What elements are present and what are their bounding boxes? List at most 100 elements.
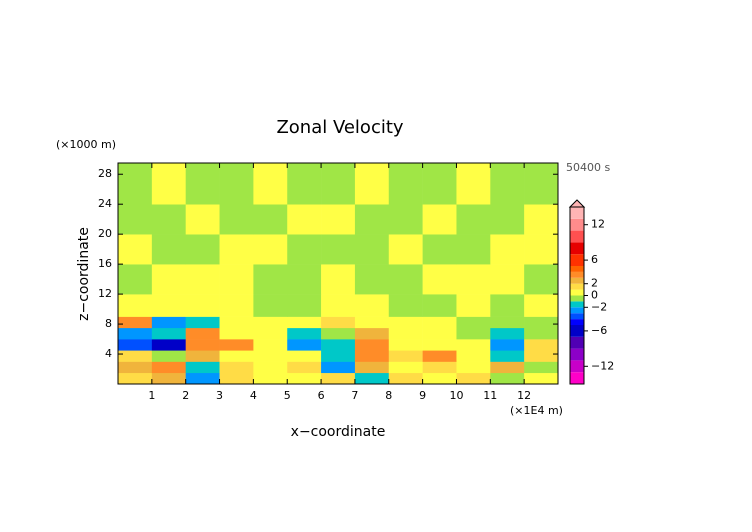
field-cell bbox=[456, 327, 491, 340]
field-cell bbox=[287, 294, 322, 317]
field-cell bbox=[524, 361, 559, 374]
x-tick-label: 10 bbox=[449, 389, 463, 402]
x-tick-label: 12 bbox=[517, 389, 531, 402]
field-cell bbox=[185, 361, 220, 374]
colorbar-band bbox=[570, 266, 584, 272]
field-cell bbox=[422, 350, 457, 362]
field-cell bbox=[524, 327, 559, 340]
field-cell bbox=[185, 204, 220, 235]
x-unit: (×1E4 m) bbox=[510, 404, 563, 417]
colorbar-tick-label: −2 bbox=[591, 300, 607, 313]
field-cell bbox=[253, 234, 288, 265]
x-tick-label: 8 bbox=[385, 389, 392, 402]
field-cell bbox=[287, 361, 322, 374]
field-cell bbox=[490, 163, 525, 205]
field-cell bbox=[490, 361, 525, 374]
field-cell bbox=[219, 204, 254, 235]
plot-frame bbox=[117, 162, 559, 385]
field-cell bbox=[524, 204, 559, 235]
x-tick-label: 6 bbox=[318, 389, 325, 402]
field-cell bbox=[219, 327, 254, 340]
field-cell bbox=[151, 163, 186, 205]
x-axis-label: x−coordinate bbox=[291, 424, 386, 440]
field-cell bbox=[422, 264, 457, 295]
field-cell bbox=[151, 316, 186, 329]
field-cell bbox=[118, 350, 153, 362]
field-cell bbox=[524, 316, 559, 329]
field-cell bbox=[524, 163, 559, 205]
field-cell bbox=[151, 350, 186, 362]
field-cell bbox=[219, 361, 254, 374]
field-cell bbox=[524, 372, 559, 385]
colorbar-band bbox=[570, 254, 584, 266]
field-cell bbox=[185, 234, 220, 265]
field-cell bbox=[219, 316, 254, 329]
field-cell bbox=[388, 339, 423, 351]
field-cell bbox=[354, 327, 390, 340]
colorbar-band bbox=[570, 207, 584, 219]
colorbar-extend bbox=[568, 199, 586, 208]
field-cell bbox=[422, 163, 457, 205]
field-cell bbox=[456, 339, 491, 351]
field-cell bbox=[118, 264, 153, 295]
field-cell bbox=[524, 350, 559, 362]
field-cell bbox=[388, 294, 423, 317]
field-cell bbox=[219, 294, 254, 317]
colorbar-band bbox=[570, 283, 584, 290]
field-cell bbox=[321, 163, 356, 205]
field-cell bbox=[118, 316, 153, 329]
field-cell bbox=[253, 204, 288, 235]
colorbar-tick-label: 6 bbox=[591, 253, 598, 266]
field-cell bbox=[118, 163, 153, 205]
field-cell bbox=[422, 234, 457, 265]
field-cell bbox=[118, 234, 153, 265]
x-tick-label: 1 bbox=[148, 389, 155, 402]
field-cell bbox=[354, 264, 390, 295]
y-tick-label: 16 bbox=[98, 257, 112, 270]
field-cell bbox=[388, 163, 423, 205]
field-cell bbox=[253, 316, 288, 329]
field-cell bbox=[456, 372, 491, 385]
field-cell bbox=[287, 316, 322, 329]
chart-title: Zonal Velocity bbox=[276, 117, 403, 138]
field-cell bbox=[287, 339, 322, 351]
x-tick-label: 2 bbox=[182, 389, 189, 402]
colorbar-band bbox=[570, 348, 584, 361]
field-cell bbox=[524, 234, 559, 265]
field-cell bbox=[151, 361, 186, 374]
y-tick-label: 8 bbox=[105, 317, 112, 330]
field-cell bbox=[388, 361, 423, 374]
field-cell bbox=[456, 316, 491, 329]
field-cell bbox=[321, 339, 356, 351]
field-cell bbox=[524, 264, 559, 295]
field-cell bbox=[219, 339, 254, 351]
field-cell bbox=[287, 204, 322, 235]
x-tick-label: 5 bbox=[284, 389, 291, 402]
field-cell bbox=[456, 204, 491, 235]
colorbar-tick-label: 12 bbox=[591, 218, 605, 231]
field-cell bbox=[321, 316, 356, 329]
y-axis-label: z−coordinate bbox=[76, 227, 92, 321]
field-cell bbox=[253, 339, 288, 351]
y-tick-label: 12 bbox=[98, 287, 112, 300]
field-cell bbox=[118, 327, 153, 340]
x-tick-label: 3 bbox=[216, 389, 223, 402]
colorbar-tick-label: 0 bbox=[591, 289, 598, 302]
field-cell bbox=[185, 294, 220, 317]
field-cell bbox=[253, 327, 288, 340]
field-cell bbox=[388, 372, 423, 385]
colorbar-band bbox=[570, 271, 584, 278]
field-cell bbox=[490, 264, 525, 295]
field-cell bbox=[185, 339, 220, 351]
field-cell bbox=[185, 316, 220, 329]
colorbar-band bbox=[570, 325, 584, 337]
colorbar-band bbox=[570, 218, 584, 231]
field-cell bbox=[253, 163, 288, 205]
colorbar-band bbox=[570, 289, 584, 296]
field-cell bbox=[490, 350, 525, 362]
y-tick-label: 4 bbox=[105, 347, 112, 360]
field-cell bbox=[185, 350, 220, 362]
field-cell bbox=[321, 372, 356, 385]
field-cell bbox=[422, 372, 457, 385]
